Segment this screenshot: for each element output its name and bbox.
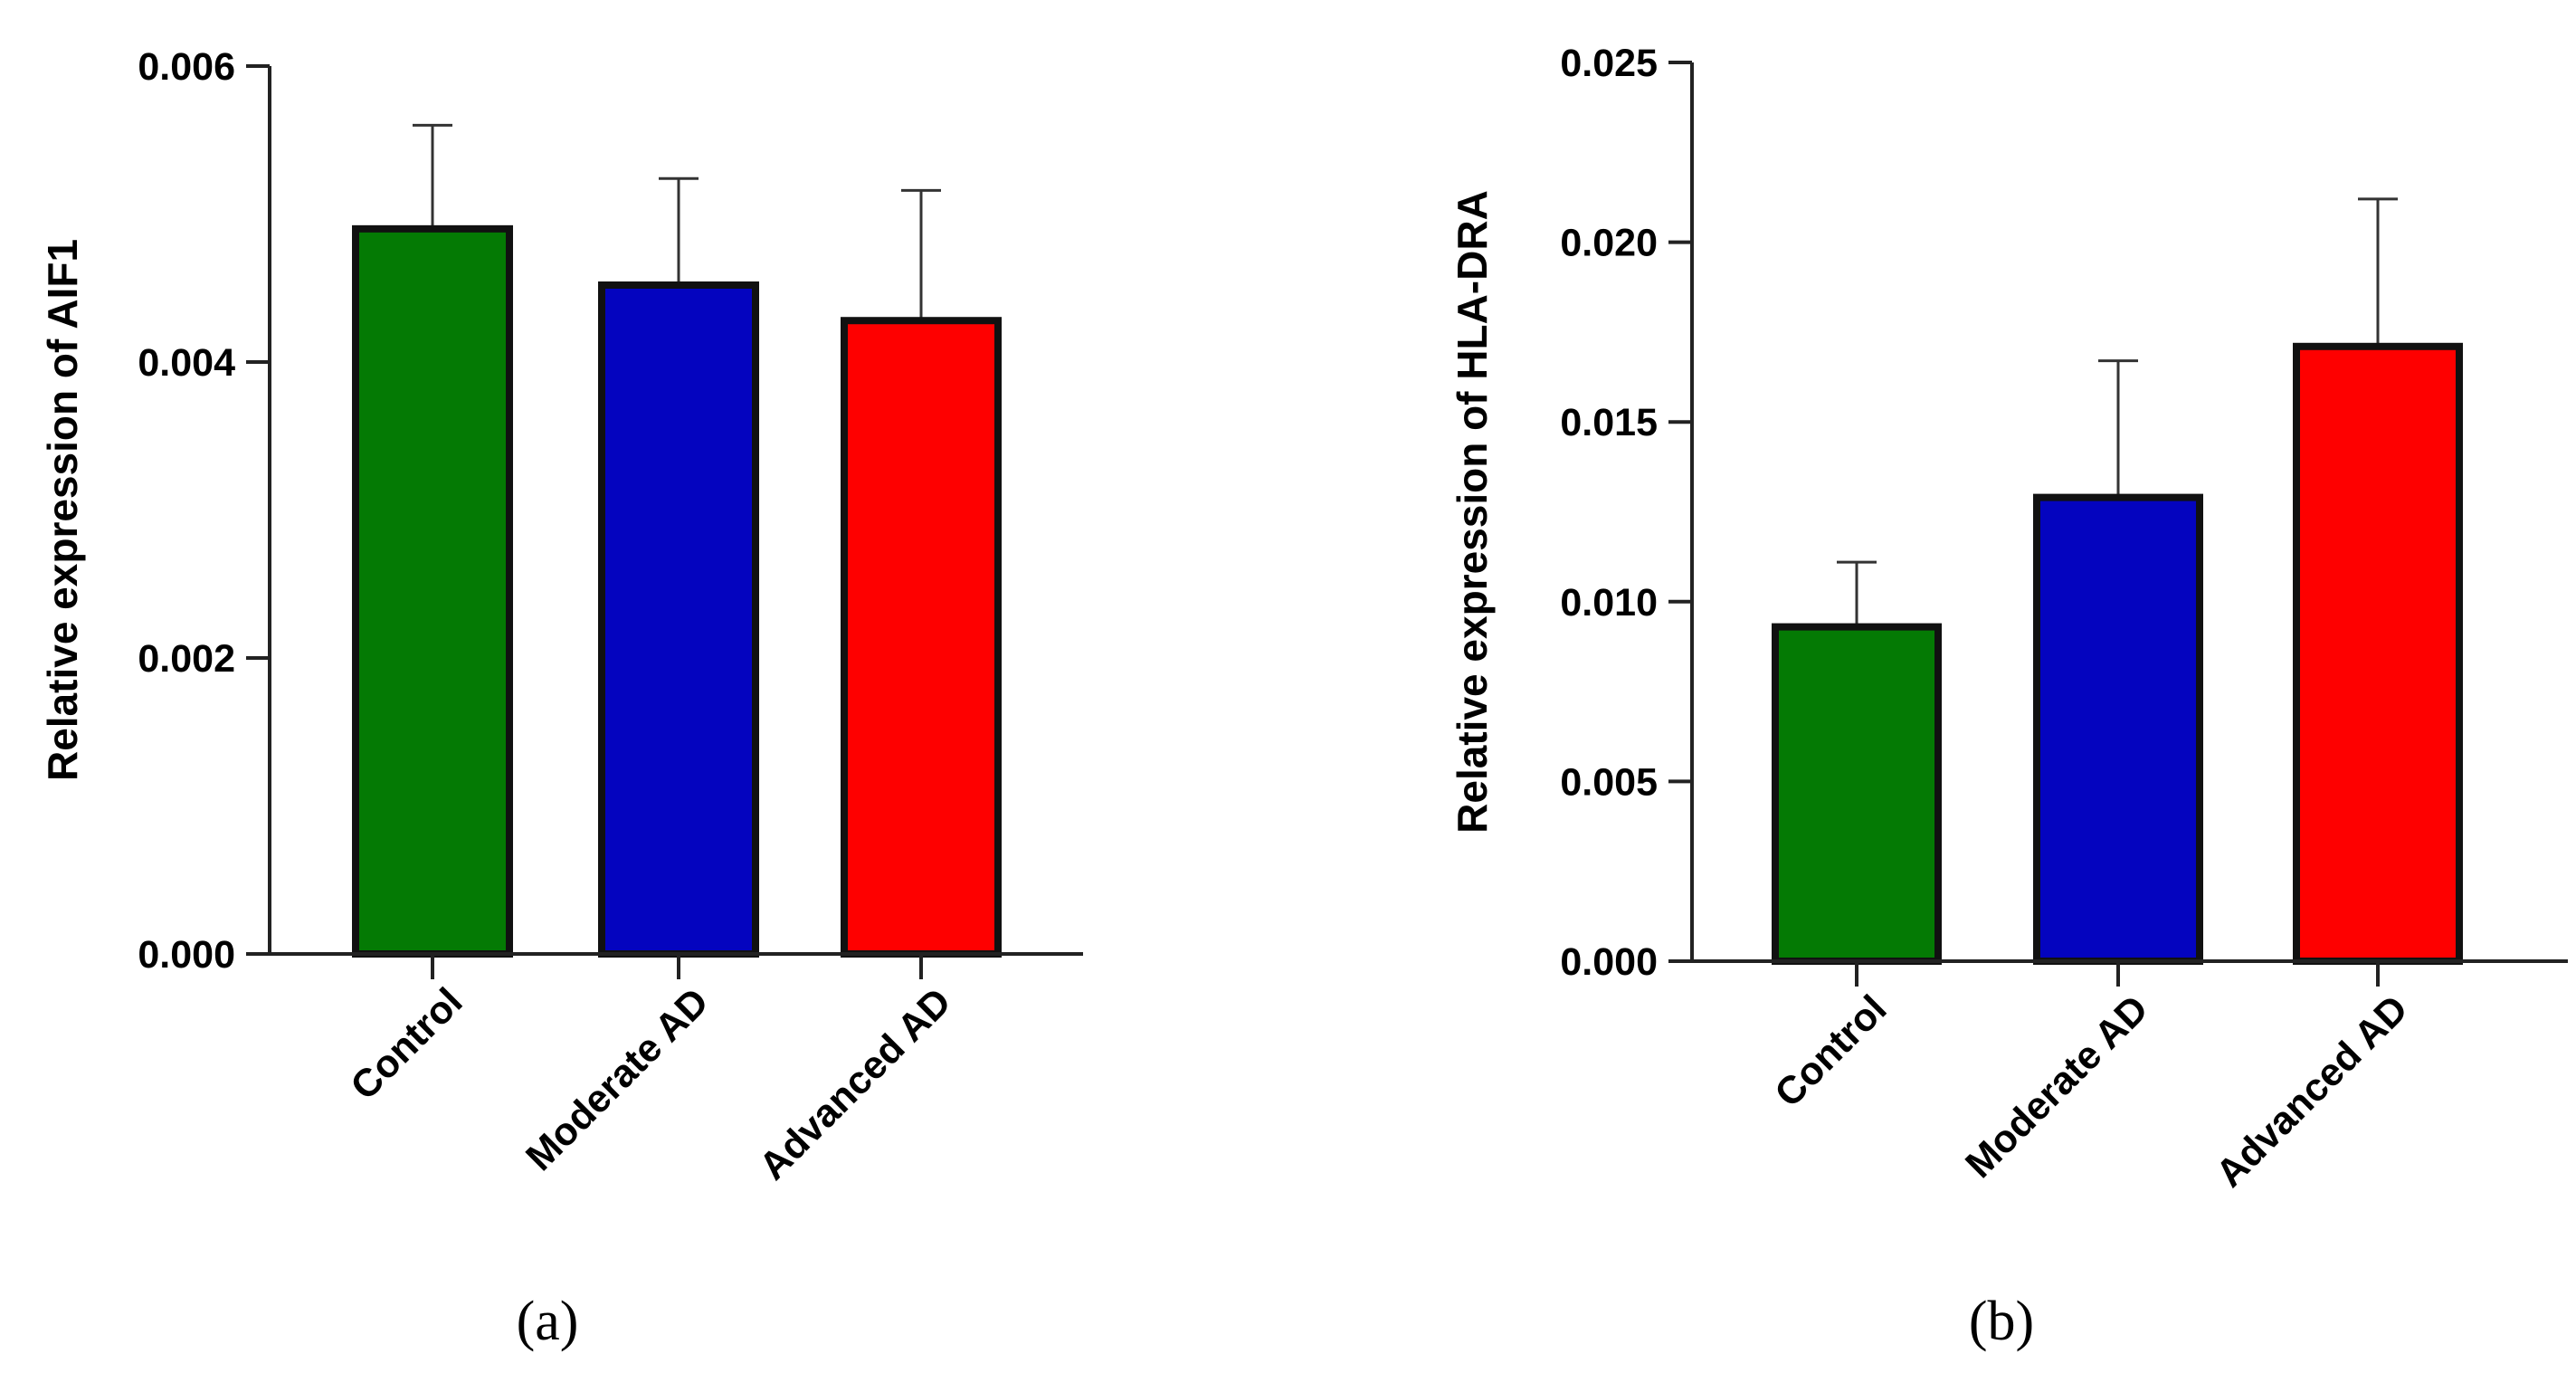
y-tick-label: 0.015	[1560, 401, 1658, 444]
y-tick-label: 0.006	[138, 45, 235, 89]
bar-control	[1772, 623, 1942, 965]
chart-panel-a: Control Moderate AD Advanced AD 0.000 0.002 0…	[39, 45, 1083, 1352]
x-tick-label: Advanced AD	[751, 980, 959, 1188]
chart-panel-b: Control Moderate AD Advanced AD 0.000 0.005 0…	[1449, 42, 2568, 1352]
y-tick-label: 0.010	[1560, 581, 1658, 624]
y-tick-label: 0.020	[1560, 222, 1658, 265]
y-tick-label: 0.004	[138, 341, 235, 385]
y-tick-label: 0.005	[1560, 760, 1658, 804]
y-axis-title: Relative expression of AIF1	[39, 239, 86, 781]
bar-moderate-ad	[598, 281, 759, 958]
y-axis-title: Relative expression of HLA-DRA	[1449, 190, 1496, 834]
y-tick-label: 0.002	[138, 637, 235, 681]
bar-advanced-ad	[841, 317, 1002, 958]
y-tick-label: 0.025	[1560, 42, 1658, 85]
y-tick-label: 0.000	[138, 933, 235, 977]
bar-moderate-ad	[2033, 493, 2203, 965]
x-tick-label: Control	[1767, 987, 1896, 1116]
bar-control	[352, 224, 513, 958]
x-tick-label: Advanced AD	[2208, 987, 2416, 1196]
panel-label: (b)	[1969, 1291, 2034, 1352]
bar-advanced-ad	[2293, 342, 2463, 965]
y-tick-label: 0.000	[1560, 940, 1658, 984]
x-tick-label: Moderate AD	[1957, 987, 2156, 1187]
x-tick-label: Control	[343, 980, 471, 1109]
x-tick-label: Moderate AD	[518, 980, 717, 1179]
panel-label: (a)	[517, 1291, 579, 1352]
